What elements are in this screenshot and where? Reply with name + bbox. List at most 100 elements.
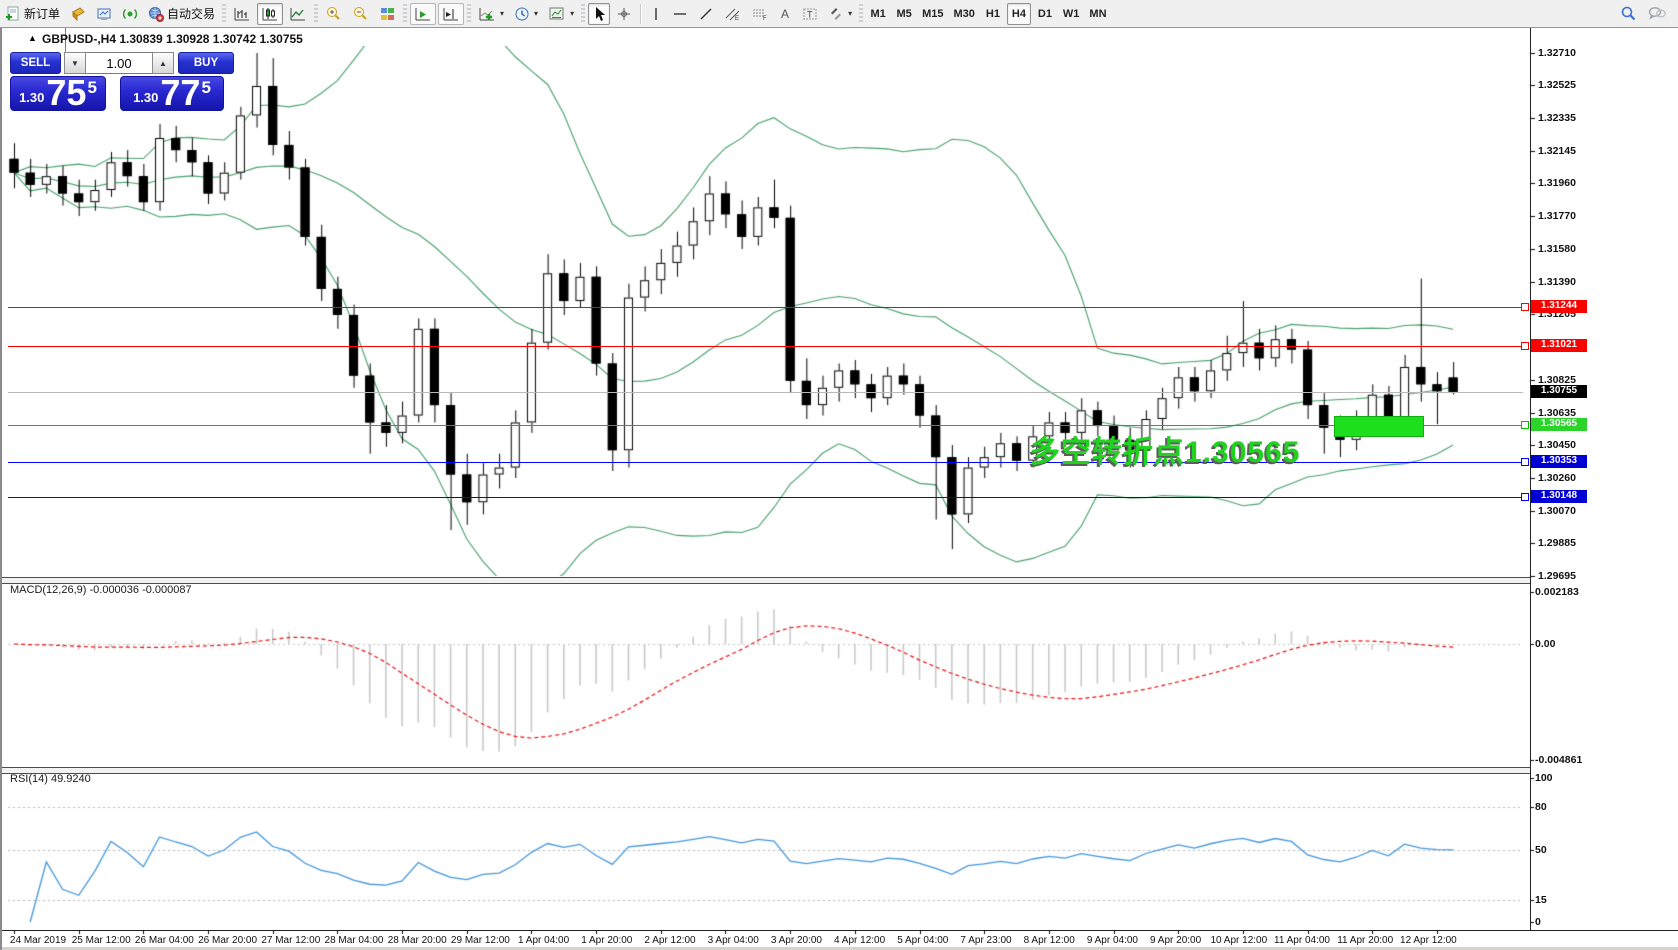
sell-button[interactable]: SELL [10, 52, 61, 74]
rsi-axis-80: 80 [1535, 800, 1547, 813]
horizontal-level-line[interactable] [8, 425, 1523, 427]
time-axis-label: 2 Apr 12:00 [644, 935, 696, 946]
svg-text:E: E [735, 16, 739, 22]
fibonacci-button[interactable]: F [747, 3, 772, 25]
timeframe-button-d1[interactable]: D1 [1033, 3, 1057, 25]
chart-window: ▲ GBPUSD-,H4 1.30839 1.30928 1.30742 1.3… [0, 28, 1678, 950]
horizontal-level-line[interactable] [8, 461, 1523, 463]
horizontal-level-line[interactable] [8, 497, 1523, 499]
sell-price-prefix: 1.30 [19, 90, 45, 105]
equidistant-channel-button[interactable]: E [720, 3, 745, 25]
buy-button[interactable]: BUY [178, 52, 234, 74]
text-button[interactable]: A [774, 3, 796, 25]
volume-down-button[interactable]: ▼ [64, 52, 86, 74]
crosshair-button[interactable] [612, 3, 636, 25]
text-label-button[interactable]: T [798, 3, 822, 25]
fibonacci-icon: F [753, 9, 767, 22]
panel-divider[interactable] [2, 767, 1531, 774]
timeframe-button-w1[interactable]: W1 [1059, 3, 1084, 25]
candlestick-chart-button[interactable] [257, 2, 284, 25]
auto-trading-button[interactable]: 自动交易 [144, 3, 219, 25]
trendline-button[interactable] [694, 3, 718, 25]
main-toolbar: 新订单 自动交易 [0, 0, 1678, 28]
indicators-button[interactable]: ▾ [474, 3, 508, 25]
cursor-button[interactable] [588, 2, 611, 25]
horizontal-line-icon [674, 12, 687, 15]
auto-scroll-button[interactable] [410, 2, 437, 25]
toolbar-grip [314, 3, 319, 24]
window-bottom-edge [2, 947, 1678, 950]
timeframe-button-m5[interactable]: M5 [892, 3, 916, 25]
line-chart-icon [290, 7, 306, 20]
bar-chart-icon [234, 7, 250, 20]
level-line-marker [1521, 303, 1529, 312]
time-axis-label: 7 Apr 23:00 [960, 935, 1012, 946]
template-icon [549, 7, 564, 19]
gold-box-icon [72, 6, 85, 21]
signals-button[interactable] [118, 3, 142, 25]
price-tag: 1.31021 [1531, 338, 1587, 352]
macd-axis-min: -0.004861 [1535, 754, 1583, 766]
periods-button[interactable]: ▾ [510, 3, 542, 25]
chart-canvas[interactable] [2, 28, 1678, 950]
level-line-marker [1521, 493, 1529, 502]
time-axis-label: 28 Mar 20:00 [387, 935, 447, 946]
price-axis-tick: 1.30450 [1538, 439, 1576, 452]
bar-chart-button[interactable] [229, 3, 255, 25]
horizontal-line-button[interactable] [668, 3, 692, 25]
buy-price-prefix: 1.30 [133, 90, 159, 105]
chart-annotation-text[interactable]: 多空转折点1.30565 [1030, 436, 1301, 469]
new-order-label: 新订单 [24, 7, 61, 21]
market-watch-button[interactable] [66, 3, 90, 25]
current-price-line[interactable] [8, 392, 1523, 394]
data-window-button[interactable] [92, 3, 116, 25]
macd-main-value: -0.000036 [89, 584, 140, 596]
line-chart-button[interactable] [285, 3, 311, 25]
timeframe-button-m30[interactable]: M30 [950, 3, 979, 25]
panel-collapse-arrow[interactable]: ▲ [28, 33, 37, 43]
arrows-button[interactable]: ▾ [824, 3, 856, 25]
toolbar-grip [581, 3, 586, 24]
buy-price-box[interactable]: 1.30 77 5 [120, 75, 224, 111]
volume-input[interactable] [86, 52, 152, 74]
one-click-trading-panel: SELL ▼ ▲ BUY 1.30 75 5 1.30 77 5 [9, 49, 237, 112]
time-axis-label: 25 Mar 12:00 [71, 935, 131, 946]
timeframe-button-h4[interactable]: H4 [1006, 2, 1031, 25]
price-axis-tick: 1.32335 [1538, 112, 1576, 125]
rsi-axis-50: 50 [1535, 844, 1547, 856]
macd-axis-max: 0.002183 [1535, 586, 1579, 598]
search-icon [1621, 6, 1636, 20]
horizontal-level-line[interactable] [8, 345, 1523, 347]
panel-divider[interactable] [2, 577, 1531, 584]
chart-shift-button[interactable] [438, 2, 465, 25]
time-axis-label: 24 Mar 2019 [9, 935, 67, 946]
toolbar-grip [859, 3, 864, 24]
timeframe-button-m1[interactable]: M1 [866, 3, 890, 25]
zoom-out-button[interactable] [348, 3, 373, 25]
buy-price-pip: 5 [201, 78, 211, 97]
new-order-button[interactable]: 新订单 [1, 3, 64, 25]
tile-windows-button[interactable] [375, 3, 400, 25]
price-axis-tick: 1.31390 [1538, 275, 1576, 288]
timeframe-button-mn[interactable]: MN [1085, 3, 1110, 25]
rsi-axis-15: 15 [1535, 894, 1547, 907]
vertical-line-button[interactable] [646, 3, 666, 25]
search-button[interactable] [1616, 2, 1641, 24]
support-zone-rectangle[interactable] [1334, 415, 1424, 438]
timeframe-button-h1[interactable]: H1 [981, 3, 1005, 25]
toolbar-grip [222, 3, 227, 24]
timeframe-button-m15[interactable]: M15 [918, 3, 947, 25]
volume-up-button[interactable]: ▲ [152, 52, 174, 74]
horizontal-level-line[interactable] [8, 307, 1523, 309]
sell-price-box[interactable]: 1.30 75 5 [10, 75, 106, 111]
new-order-icon [6, 6, 19, 20]
chat-button[interactable] [1643, 2, 1671, 24]
time-axis-label: 9 Apr 20:00 [1150, 935, 1202, 946]
time-axis-label: 11 Apr 04:00 [1274, 935, 1330, 946]
rsi-axis-100: 100 [1535, 772, 1553, 784]
chat-icon [1648, 6, 1666, 19]
templates-button[interactable]: ▾ [544, 3, 578, 25]
zoom-in-button[interactable] [321, 3, 346, 25]
macd-axis-zero: 0.00 [1535, 638, 1556, 650]
